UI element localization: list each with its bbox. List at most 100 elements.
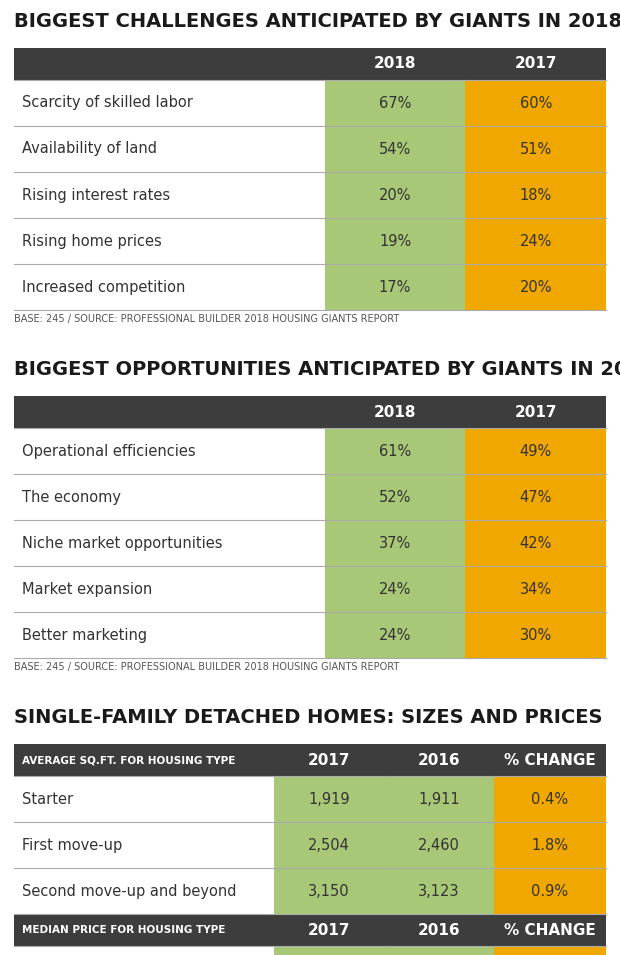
Text: Market expansion: Market expansion xyxy=(22,582,153,597)
Text: 3,123: 3,123 xyxy=(418,883,459,899)
Text: 2016: 2016 xyxy=(417,753,460,768)
Bar xyxy=(384,822,494,868)
Text: 19%: 19% xyxy=(379,234,411,248)
Bar xyxy=(275,822,384,868)
Text: Second move-up and beyond: Second move-up and beyond xyxy=(22,883,236,899)
Bar xyxy=(325,474,466,520)
Bar xyxy=(14,80,325,126)
Text: 47%: 47% xyxy=(520,490,552,504)
Bar xyxy=(325,218,466,264)
Text: 2016: 2016 xyxy=(417,923,460,938)
Bar xyxy=(466,264,606,310)
Bar xyxy=(14,396,325,428)
Bar xyxy=(325,172,466,218)
Text: 42%: 42% xyxy=(520,536,552,550)
Bar xyxy=(275,868,384,914)
Text: Operational efficiencies: Operational efficiencies xyxy=(22,443,196,458)
Text: 24%: 24% xyxy=(379,627,411,643)
Text: Increased competition: Increased competition xyxy=(22,280,185,294)
Bar xyxy=(14,744,275,776)
Text: 49%: 49% xyxy=(520,443,552,458)
Text: 2017: 2017 xyxy=(515,56,557,72)
Text: % CHANGE: % CHANGE xyxy=(504,923,596,938)
Bar xyxy=(14,218,325,264)
Bar xyxy=(14,822,275,868)
Text: 51%: 51% xyxy=(520,141,552,157)
Text: 54%: 54% xyxy=(379,141,411,157)
Bar xyxy=(384,868,494,914)
Bar xyxy=(14,520,325,566)
Text: 2,504: 2,504 xyxy=(308,838,350,853)
Text: Better marketing: Better marketing xyxy=(22,627,147,643)
Bar xyxy=(325,520,466,566)
Bar xyxy=(494,868,606,914)
Bar xyxy=(14,474,325,520)
Bar xyxy=(466,126,606,172)
Bar xyxy=(466,396,606,428)
Bar xyxy=(14,868,275,914)
Bar xyxy=(384,914,494,946)
Bar xyxy=(14,914,275,946)
Bar xyxy=(325,80,466,126)
Text: SINGLE-FAMILY DETACHED HOMES: SIZES AND PRICES: SINGLE-FAMILY DETACHED HOMES: SIZES AND … xyxy=(14,708,603,727)
Text: Rising interest rates: Rising interest rates xyxy=(22,187,170,202)
Text: 1.8%: 1.8% xyxy=(531,838,569,853)
Text: 1,911: 1,911 xyxy=(418,792,459,807)
Bar xyxy=(494,914,606,946)
Text: The economy: The economy xyxy=(22,490,121,504)
Text: 52%: 52% xyxy=(379,490,411,504)
Bar xyxy=(14,946,275,955)
Bar xyxy=(275,776,384,822)
Bar xyxy=(384,776,494,822)
Bar xyxy=(494,822,606,868)
Text: 3,150: 3,150 xyxy=(308,883,350,899)
Bar xyxy=(466,172,606,218)
Text: 37%: 37% xyxy=(379,536,411,550)
Text: 17%: 17% xyxy=(379,280,411,294)
Text: BIGGEST OPPORTUNITIES ANTICIPATED BY GIANTS IN 2018: BIGGEST OPPORTUNITIES ANTICIPATED BY GIA… xyxy=(14,360,620,379)
Bar xyxy=(325,48,466,80)
Bar xyxy=(325,566,466,612)
Bar xyxy=(494,776,606,822)
Bar xyxy=(14,264,325,310)
Bar xyxy=(466,520,606,566)
Text: BASE: 245 / SOURCE: PROFESSIONAL BUILDER 2018 HOUSING GIANTS REPORT: BASE: 245 / SOURCE: PROFESSIONAL BUILDER… xyxy=(14,314,399,324)
Bar xyxy=(384,744,494,776)
Text: 2,460: 2,460 xyxy=(418,838,459,853)
Text: 34%: 34% xyxy=(520,582,552,597)
Bar xyxy=(466,428,606,474)
Bar xyxy=(384,946,494,955)
Bar xyxy=(275,744,384,776)
Bar xyxy=(325,428,466,474)
Bar xyxy=(466,612,606,658)
Text: AVERAGE SQ.FT. FOR HOUSING TYPE: AVERAGE SQ.FT. FOR HOUSING TYPE xyxy=(22,755,236,765)
Bar xyxy=(275,946,384,955)
Text: First move-up: First move-up xyxy=(22,838,122,853)
Bar xyxy=(14,126,325,172)
Text: Starter: Starter xyxy=(22,792,73,807)
Bar xyxy=(494,946,606,955)
Bar xyxy=(14,172,325,218)
Text: Availability of land: Availability of land xyxy=(22,141,157,157)
Text: 2017: 2017 xyxy=(308,753,350,768)
Text: MEDIAN PRICE FOR HOUSING TYPE: MEDIAN PRICE FOR HOUSING TYPE xyxy=(22,925,226,935)
Bar xyxy=(466,474,606,520)
Bar xyxy=(14,612,325,658)
Text: 2017: 2017 xyxy=(515,405,557,419)
Text: 18%: 18% xyxy=(520,187,552,202)
Text: 2018: 2018 xyxy=(374,405,417,419)
Text: 24%: 24% xyxy=(379,582,411,597)
Bar xyxy=(466,218,606,264)
Bar xyxy=(14,428,325,474)
Bar xyxy=(275,914,384,946)
Text: 30%: 30% xyxy=(520,627,552,643)
Bar xyxy=(325,264,466,310)
Text: 2017: 2017 xyxy=(308,923,350,938)
Text: BASE: 245 / SOURCE: PROFESSIONAL BUILDER 2018 HOUSING GIANTS REPORT: BASE: 245 / SOURCE: PROFESSIONAL BUILDER… xyxy=(14,662,399,672)
Bar xyxy=(466,80,606,126)
Text: % CHANGE: % CHANGE xyxy=(504,753,596,768)
Text: 1,919: 1,919 xyxy=(308,792,350,807)
Text: Scarcity of skilled labor: Scarcity of skilled labor xyxy=(22,96,193,111)
Bar xyxy=(14,776,275,822)
Text: 0.4%: 0.4% xyxy=(531,792,569,807)
